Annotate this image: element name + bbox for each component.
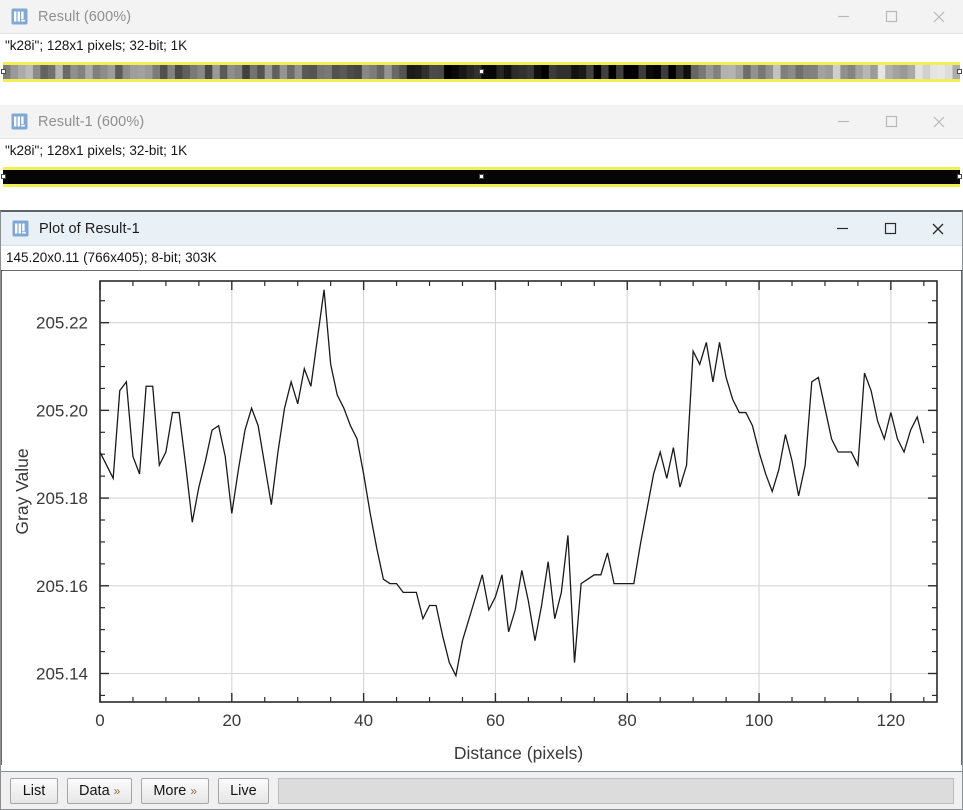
x-tick-label: 100 — [745, 711, 773, 730]
roi-handle-left[interactable] — [1, 174, 6, 179]
window-result-1: Result-1 (600%) "k28i"; 128x1 pixels; 32… — [0, 105, 963, 191]
y-tick-label: 205.22 — [36, 314, 88, 333]
roi-line-top — [3, 62, 960, 65]
window-title: Plot of Result-1 — [39, 220, 140, 237]
plot-info-line: 145.20x0.11 (766x405); 8-bit; 303K — [1, 246, 962, 270]
roi-handle-mid[interactable] — [479, 69, 484, 74]
roi-handle-right[interactable] — [957, 69, 962, 74]
data-button-label: Data — [79, 782, 110, 799]
live-button[interactable]: Live — [218, 777, 269, 804]
y-tick-label: 205.20 — [36, 401, 88, 420]
live-button-label: Live — [230, 782, 257, 799]
window-plot: Plot of Result-1 145.20x0.11 (766x405); … — [0, 210, 963, 810]
roi-handle-right[interactable] — [957, 174, 962, 179]
imagej-icon — [12, 220, 29, 237]
more-button-label: More — [153, 782, 187, 799]
maximize-button[interactable] — [867, 0, 915, 34]
titlebar-result[interactable]: Result (600%) — [0, 0, 963, 34]
minimize-button[interactable] — [819, 105, 867, 139]
roi-handle-mid[interactable] — [479, 174, 484, 179]
x-tick-label: 0 — [95, 711, 104, 730]
y-tick-label: 205.18 — [36, 489, 88, 508]
x-tick-labels: 0 20 40 60 80 100 120 — [95, 711, 905, 730]
more-button[interactable]: More » — [141, 777, 210, 804]
image-strip[interactable] — [1, 62, 962, 82]
maximize-button[interactable] — [866, 212, 914, 246]
list-button[interactable]: List — [10, 777, 58, 804]
x-axis-label: Distance (pixels) — [454, 743, 583, 763]
x-tick-label: 20 — [222, 711, 241, 730]
image-strip[interactable] — [1, 167, 962, 187]
plot-gridlines — [100, 281, 937, 702]
x-tick-label: 60 — [486, 711, 505, 730]
titlebar-result-1[interactable]: Result-1 (600%) — [0, 105, 963, 139]
x-tick-label: 80 — [618, 711, 637, 730]
x-tick-label: 40 — [354, 711, 373, 730]
plot-button-bar: List Data » More » Live — [1, 771, 962, 809]
minimize-button[interactable] — [819, 0, 867, 34]
close-button[interactable] — [914, 212, 962, 246]
image-info-line: "k28i"; 128x1 pixels; 32-bit; 1K — [0, 139, 963, 163]
plot-canvas[interactable]: 0 20 40 60 80 100 120 205.14 205.16 205.18 205.20… — [1, 270, 962, 794]
plot-bottom-gap — [1, 765, 962, 771]
roi-line-top — [3, 167, 960, 170]
image-strip-result[interactable] — [0, 58, 963, 86]
window-title: Result-1 (600%) — [38, 113, 145, 130]
chevron-right-icon: » — [190, 783, 198, 798]
image-strip-result-1[interactable] — [0, 163, 963, 191]
close-button[interactable] — [915, 105, 963, 139]
window-title: Result (600%) — [38, 8, 132, 25]
list-button-label: List — [22, 782, 46, 799]
y-tick-label: 205.16 — [36, 577, 88, 596]
maximize-button[interactable] — [867, 105, 915, 139]
titlebar-plot[interactable]: Plot of Result-1 — [1, 212, 962, 246]
roi-handle-left[interactable] — [1, 69, 6, 74]
x-tick-label: 120 — [877, 711, 905, 730]
roi-line-bottom — [3, 184, 960, 187]
close-button[interactable] — [915, 0, 963, 34]
status-field — [277, 777, 954, 804]
imagej-icon — [11, 113, 28, 130]
plot-frame — [99, 280, 938, 703]
image-info-line: "k28i"; 128x1 pixels; 32-bit; 1K — [0, 34, 963, 58]
profile-plot[interactable]: 0 20 40 60 80 100 120 205.14 205.16 205.18 205.20… — [1, 270, 962, 794]
data-button[interactable]: Data » — [67, 777, 133, 804]
roi-line-bottom — [3, 79, 960, 82]
plot-data-line — [99, 289, 925, 678]
imagej-icon — [11, 8, 28, 25]
minimize-button[interactable] — [818, 212, 866, 246]
window-result: Result (600%) "k28i"; 128x1 pixels; 32-b… — [0, 0, 963, 86]
plot-ticks — [99, 281, 937, 702]
plot-border — [1, 270, 962, 794]
chevron-right-icon: » — [113, 783, 121, 798]
y-tick-labels: 205.14 205.16 205.18 205.20 205.22 — [36, 314, 88, 684]
y-axis-label: Gray Value — [12, 448, 32, 534]
y-tick-label: 205.14 — [36, 664, 88, 683]
